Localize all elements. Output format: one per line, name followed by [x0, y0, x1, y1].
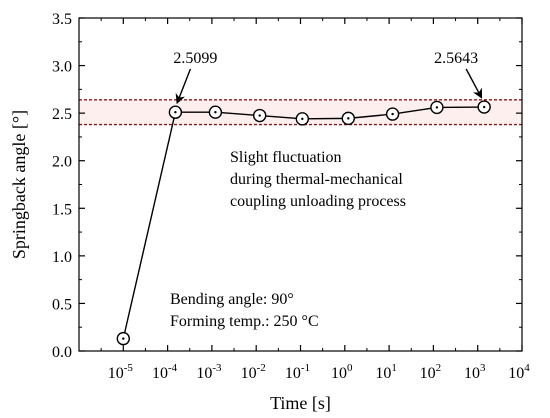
condition-forming-temp: Forming temp.: 250 °C: [170, 313, 319, 330]
data-label: 2.5643: [434, 50, 478, 67]
x-tick-base: 10: [464, 365, 480, 382]
x-tick-base: 10: [152, 365, 168, 382]
y-tick-label: 1.5: [52, 201, 72, 218]
x-tick-exponent: -3: [212, 362, 222, 374]
data-point-dot: [258, 114, 261, 117]
y-tick-label: 1.0: [52, 249, 72, 266]
data-label-arrow: [175, 68, 192, 105]
x-tick-base: 10: [108, 365, 124, 382]
x-tick-exponent: 3: [480, 362, 486, 374]
data-point-dot: [482, 105, 486, 109]
x-tick-exponent: 2: [436, 362, 442, 374]
x-tick-exponent: 0: [347, 362, 353, 374]
x-tick-base: 10: [508, 365, 524, 382]
x-axis-title: Time [s]: [270, 393, 331, 413]
x-tick-exponent: -5: [124, 362, 134, 374]
annotation-line-3: coupling unloading process: [230, 193, 406, 210]
x-tick-label: 10-5: [108, 362, 134, 382]
y-tick-label: 3.0: [52, 59, 72, 76]
annotation-line-1: Slight fluctuation: [230, 149, 342, 166]
x-tick-exponent: 1: [391, 362, 397, 374]
data-point-dot: [301, 117, 304, 121]
data-point-dot: [347, 117, 350, 120]
y-tick-label: 2.5: [52, 106, 72, 123]
y-tick-label: 0.0: [52, 344, 72, 361]
conditions-annotation: Bending angle: 90° Forming temp.: 250 °C: [170, 291, 319, 330]
data-label: 2.5099: [173, 50, 217, 67]
x-tick-exponent: -4: [168, 362, 178, 374]
y-tick-label: 2.0: [52, 154, 72, 171]
x-tick-exponent: -1: [301, 362, 310, 374]
x-tick-base: 10: [420, 365, 436, 382]
x-tick-label: 100: [331, 362, 353, 382]
y-tick-label: 0.5: [52, 296, 72, 313]
x-tick-label: 102: [420, 362, 442, 382]
data-markers: [116, 100, 491, 346]
x-tick-exponent: 4: [524, 362, 530, 374]
x-axis-ticks: 10-5 10-4 10-3 10-2 10-1 100 101 102 103 104: [100, 18, 530, 382]
data-point-dot: [174, 111, 177, 114]
condition-bending-angle: Bending angle: 90°: [170, 291, 294, 308]
y-tick-label: 3.5: [52, 11, 72, 28]
x-tick-label: 10-1: [285, 362, 310, 382]
x-tick-label: 103: [464, 362, 486, 382]
x-tick-label: 101: [375, 362, 397, 382]
y-axis-ticks: 0.0 0.5 1.0 1.5 2.0 2.5 3.0 3.5: [52, 11, 522, 361]
x-tick-base: 10: [196, 365, 212, 382]
data-point-dot: [214, 110, 217, 114]
data-point-dot: [122, 337, 125, 340]
x-tick-exponent: -2: [257, 362, 266, 374]
annotation-line-2: during thermal-mechanical: [230, 171, 403, 188]
data-point-dot: [391, 112, 394, 116]
y-axis-title: Springback angle [°]: [9, 110, 29, 259]
x-tick-base: 10: [285, 365, 301, 382]
x-tick-label: 10-4: [152, 362, 178, 382]
fluctuation-annotation: Slight fluctuation during thermal-mechan…: [230, 149, 406, 210]
x-tick-base: 10: [241, 365, 257, 382]
data-labels: 2.5099 2.5643: [173, 50, 483, 105]
x-tick-label: 10-2: [241, 362, 266, 382]
x-tick-label: 104: [508, 362, 530, 382]
data-point-dot: [435, 106, 439, 109]
x-tick-base: 10: [375, 365, 391, 382]
data-label-arrow: [465, 68, 483, 99]
x-tick-base: 10: [331, 365, 347, 382]
x-tick-label: 10-3: [196, 362, 222, 382]
